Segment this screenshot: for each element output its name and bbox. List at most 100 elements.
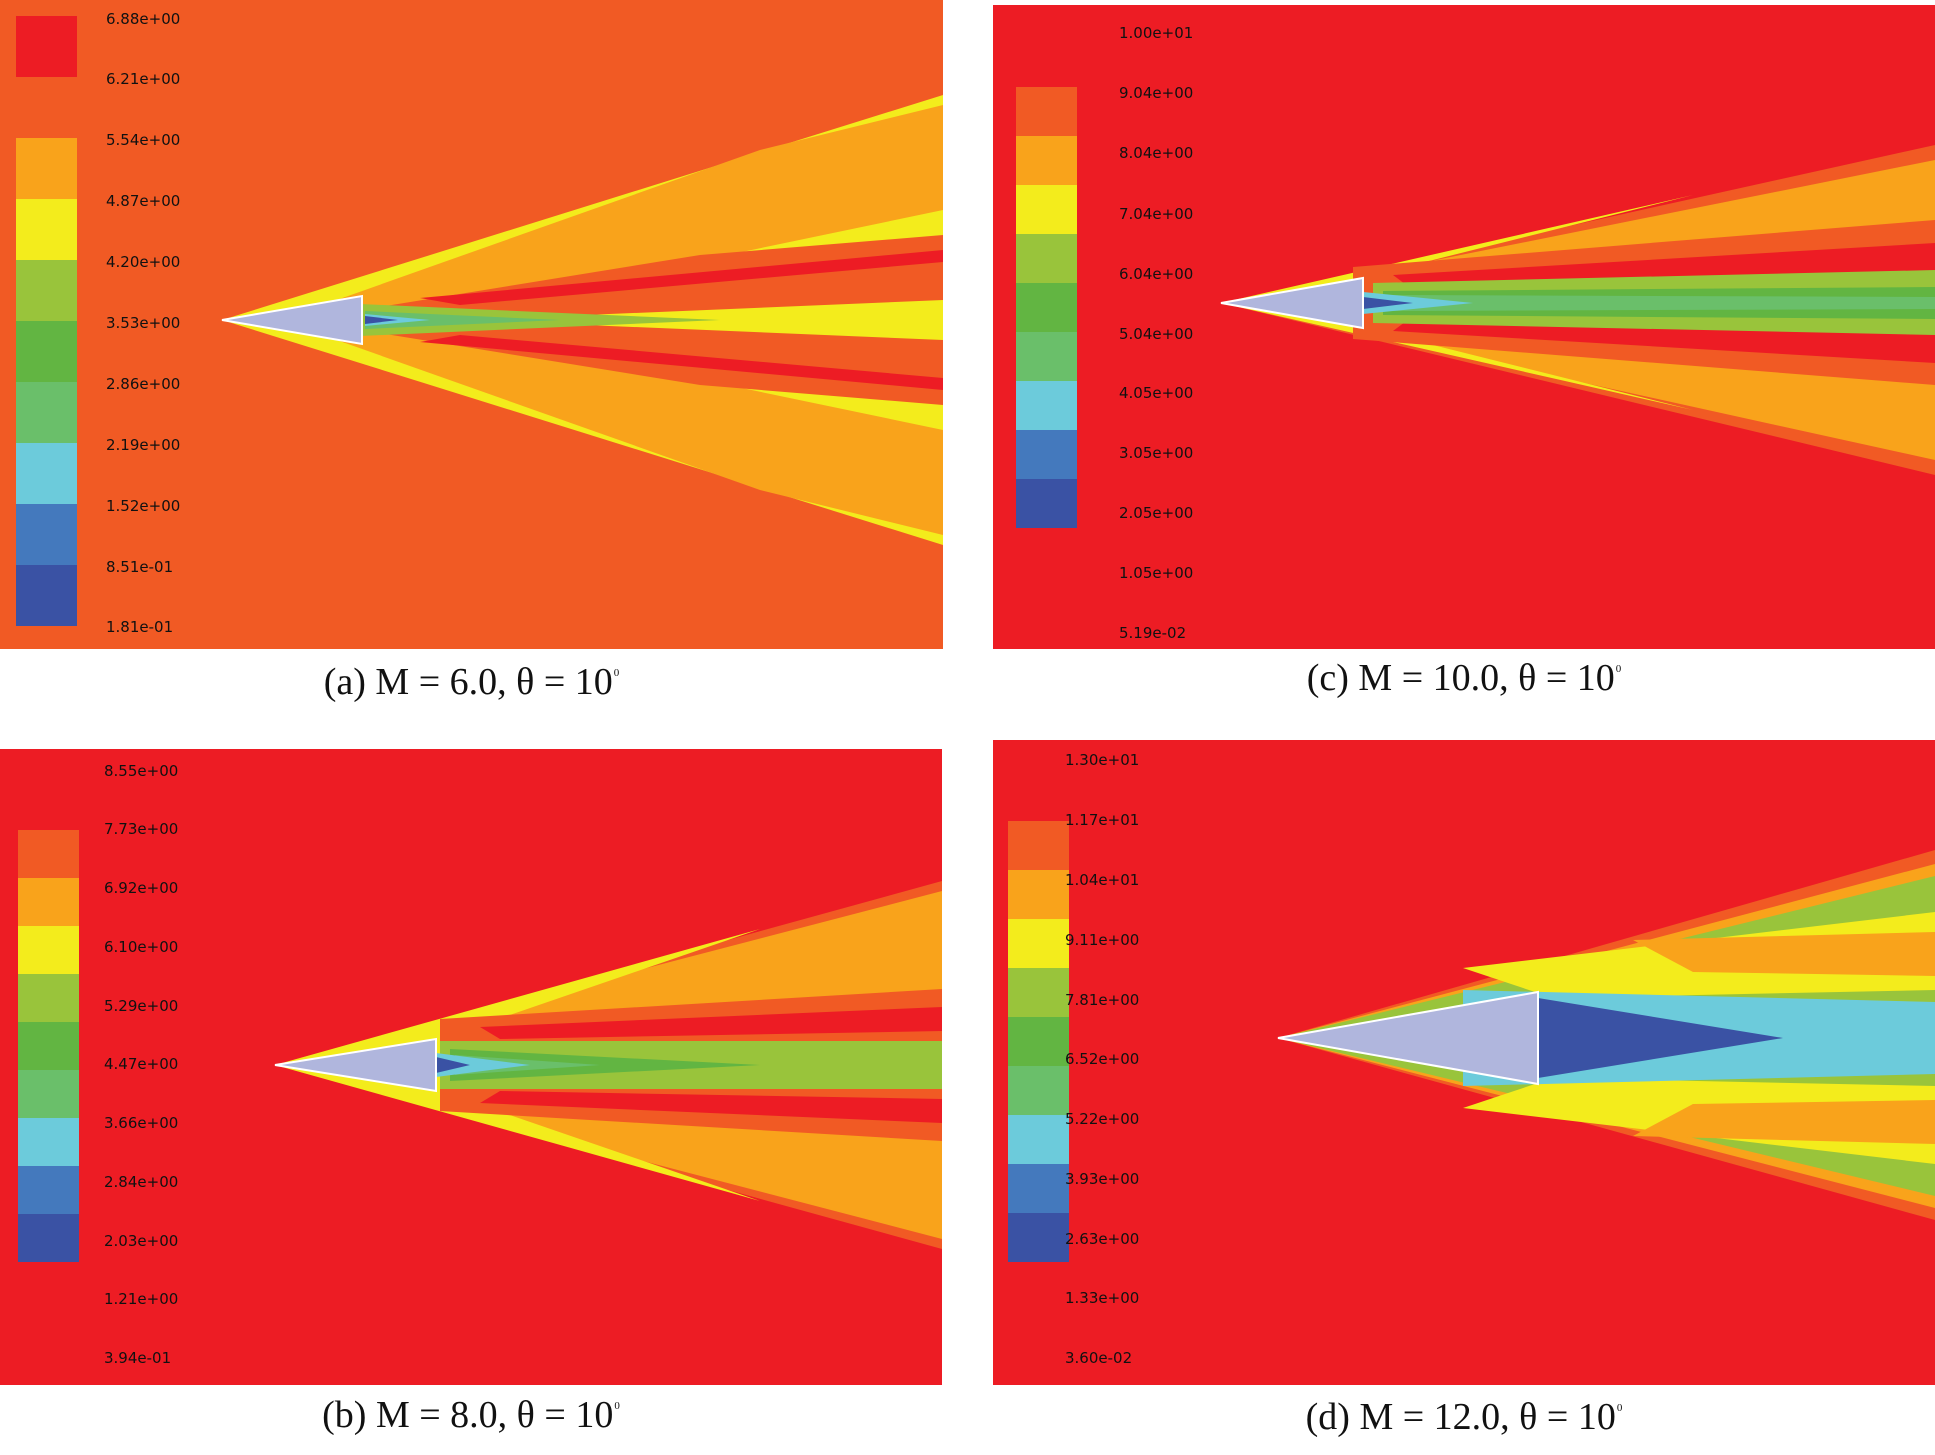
caption-a: (a) M = 6.0, θ = 100 [0,660,943,704]
scale-swatch-a-9 [16,504,77,565]
caption-c-text: (c) M = 10.0, θ = 10 [1306,657,1615,699]
scale-swatch-d-8 [1008,1115,1069,1164]
scale-level-d-0: 1.30e+01 [1065,751,1140,769]
color-scale-d: 1.30e+01 1.17e+01 1.04e+01 9.11e+00 7.81… [1008,753,1208,1380]
scale-level-d-1: 1.17e+01 [1065,811,1140,829]
scale-swatch-c-10 [1016,479,1077,528]
scale-level-d-10: 3.60e-02 [1065,1349,1133,1367]
scale-level-c-6: 4.05e+00 [1119,384,1194,402]
scale-level-a-3: 4.87e+00 [106,192,181,210]
scale-swatch-a-3 [16,138,77,199]
scale-swatch-d-4 [1008,919,1069,968]
scale-swatch-b-4 [18,926,79,974]
scale-swatch-d-10 [1008,1213,1069,1262]
scale-level-c-3: 7.04e+00 [1119,205,1194,223]
scale-swatch-c-8 [1016,381,1077,430]
scale-level-a-2: 5.54e+00 [106,131,181,149]
scale-swatch-c-3 [1016,136,1077,185]
caption-d: (d) M = 12.0, θ = 100 [993,1395,1935,1439]
scale-level-c-10: 5.19e-02 [1119,624,1187,642]
scale-level-a-10: 1.81e-01 [106,618,174,636]
scale-swatch-b-8 [18,1118,79,1166]
scale-swatch-a-8 [16,443,77,504]
caption-c: (c) M = 10.0, θ = 100 [993,656,1935,700]
scale-swatch-c-7 [1016,332,1077,381]
scale-level-d-4: 7.81e+00 [1065,991,1140,1009]
contour-panel-c: 1.00e+01 9.04e+00 8.04e+00 7.04e+00 6.04… [993,5,1935,649]
scale-level-a-6: 2.86e+00 [106,375,181,393]
scale-level-d-9: 1.33e+00 [1065,1289,1140,1307]
caption-b: (b) M = 8.0, θ = 100 [0,1393,942,1437]
scale-level-c-5: 5.04e+00 [1119,325,1194,343]
caption-c-degree: 0 [1615,663,1622,675]
mach-contour-plot-d [993,740,1935,1385]
scale-swatch-b-7 [18,1070,79,1118]
scale-level-b-1: 7.73e+00 [104,820,179,838]
scale-level-b-4: 5.29e+00 [104,997,179,1015]
scale-level-d-8: 2.63e+00 [1065,1230,1140,1248]
scale-swatch-d-7 [1008,1066,1069,1115]
scale-level-c-1: 9.04e+00 [1119,84,1194,102]
scale-level-b-9: 1.21e+00 [104,1290,179,1308]
contour-panel-a: 6.88e+00 6.21e+00 5.54e+00 4.87e+00 4.20… [0,0,943,649]
color-scale-c: 1.00e+01 9.04e+00 8.04e+00 7.04e+00 6.04… [1016,22,1216,642]
scale-swatch-b-6 [18,1022,79,1070]
scale-swatch-c-2 [1016,87,1077,136]
contour-panel-d: 1.30e+01 1.17e+01 1.04e+01 9.11e+00 7.81… [993,740,1935,1385]
scale-level-a-8: 1.52e+00 [106,497,181,515]
scale-swatch-c-9 [1016,430,1077,479]
scale-swatch-d-2 [1008,821,1069,870]
scale-level-c-7: 3.05e+00 [1119,444,1194,462]
scale-level-b-2: 6.92e+00 [104,879,179,897]
scale-level-c-0: 1.00e+01 [1119,24,1194,42]
caption-a-degree: 0 [613,667,620,679]
scale-level-c-8: 2.05e+00 [1119,504,1194,522]
scale-swatch-b-3 [18,878,79,926]
scale-level-b-10: 3.94e-01 [104,1349,172,1367]
scale-swatch-a-10 [16,565,77,626]
scale-swatch-b-10 [18,1214,79,1262]
contour-panel-b: 8.55e+00 7.73e+00 6.92e+00 6.10e+00 5.29… [0,749,942,1385]
scale-swatch-d-3 [1008,870,1069,919]
color-scale-a: 6.88e+00 6.21e+00 5.54e+00 4.87e+00 4.20… [16,12,216,636]
scale-level-d-7: 3.93e+00 [1065,1170,1140,1188]
scale-swatch-b-5 [18,974,79,1022]
scale-swatch-b-2 [18,830,79,878]
caption-b-degree: 0 [614,1400,620,1412]
scale-level-a-9: 8.51e-01 [106,558,174,576]
scale-swatch-c-5 [1016,234,1077,283]
scale-level-d-3: 9.11e+00 [1065,931,1140,949]
scale-swatch-a-1 [16,16,77,77]
scale-level-c-4: 6.04e+00 [1119,265,1194,283]
scale-swatch-c-4 [1016,185,1077,234]
scale-swatch-a-5 [16,260,77,321]
scale-swatch-a-7 [16,382,77,443]
scale-swatch-d-6 [1008,1017,1069,1066]
scale-level-b-5: 4.47e+00 [104,1055,179,1073]
scale-level-a-0: 6.88e+00 [106,10,181,28]
mach-contour-plot-a [0,0,943,649]
scale-level-c-9: 1.05e+00 [1119,564,1194,582]
color-scale-b: 8.55e+00 7.73e+00 6.92e+00 6.10e+00 5.29… [18,764,218,1385]
scale-swatch-c-6 [1016,283,1077,332]
scale-swatch-b-9 [18,1166,79,1214]
scale-level-d-6: 5.22e+00 [1065,1110,1140,1128]
scale-level-d-5: 6.52e+00 [1065,1050,1140,1068]
caption-d-degree: 0 [1616,1402,1623,1414]
scale-level-a-1: 6.21e+00 [106,70,181,88]
scale-level-a-4: 4.20e+00 [106,253,181,271]
scale-level-b-3: 6.10e+00 [104,938,179,956]
scale-level-b-8: 2.03e+00 [104,1232,179,1250]
scale-swatch-a-4 [16,199,77,260]
scale-swatch-d-5 [1008,968,1069,1017]
scale-swatch-a-6 [16,321,77,382]
scale-level-a-7: 2.19e+00 [106,436,181,454]
scale-level-a-5: 3.53e+00 [106,314,181,332]
caption-b-text: (b) M = 8.0, θ = 10 [322,1394,614,1436]
mach-contour-plot-c [993,5,1935,649]
scale-level-b-0: 8.55e+00 [104,762,179,780]
caption-a-text: (a) M = 6.0, θ = 10 [323,661,613,703]
scale-swatch-d-9 [1008,1164,1069,1213]
scale-level-d-2: 1.04e+01 [1065,871,1140,889]
mach-contour-plot-b [0,749,942,1385]
